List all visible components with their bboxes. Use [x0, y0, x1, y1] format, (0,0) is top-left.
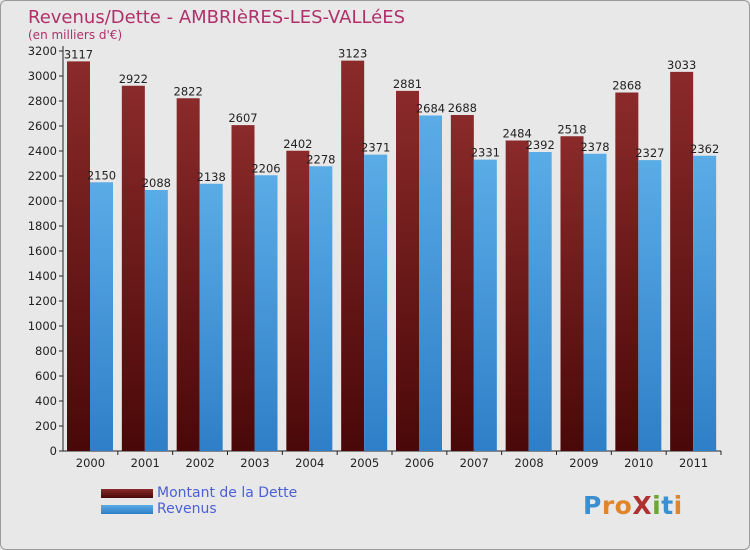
legend-label-revenus: Revenus — [157, 501, 217, 517]
y-tick-label: 3200 — [28, 44, 57, 58]
data-label-revenus: 2088 — [142, 176, 171, 190]
bar-dette — [670, 71, 694, 451]
bar-revenus — [419, 115, 442, 451]
y-tick-label: 2200 — [28, 169, 57, 183]
bar-dette — [67, 61, 90, 451]
y-tick-label: 2800 — [28, 94, 57, 108]
data-label-revenus: 2378 — [580, 140, 609, 154]
y-tick-label: 400 — [35, 394, 57, 408]
bar-revenus — [144, 190, 168, 451]
data-label-revenus: 2138 — [197, 170, 226, 184]
legend-swatch-dette — [101, 489, 153, 498]
y-tick-label: 3000 — [28, 69, 57, 83]
logo-letter: i — [652, 491, 662, 520]
bar-revenus — [528, 152, 552, 451]
bar-dette — [560, 136, 584, 451]
legend-swatch-revenus — [101, 505, 153, 514]
x-tick-label: 2010 — [624, 456, 653, 470]
proxiti-logo: ProXiti — [583, 491, 683, 520]
y-tick-label: 2600 — [28, 119, 57, 133]
data-label-dette: 2881 — [393, 77, 422, 91]
data-label-dette: 2688 — [448, 101, 477, 115]
data-label-revenus: 2371 — [361, 141, 390, 155]
data-label-revenus: 2362 — [690, 142, 719, 156]
data-label-dette: 2518 — [557, 122, 586, 136]
y-tick-label: 1400 — [28, 269, 57, 283]
bar-dette — [341, 60, 365, 451]
x-tick-label: 2003 — [240, 456, 269, 470]
bar-dette — [286, 150, 310, 451]
bar-dette — [231, 125, 255, 451]
data-label-dette: 2484 — [503, 127, 532, 141]
data-label-revenus: 2278 — [306, 152, 335, 166]
data-label-dette: 2822 — [174, 84, 203, 98]
data-label-revenus: 2392 — [526, 138, 555, 152]
x-tick-label: 2002 — [185, 456, 214, 470]
data-label-dette: 3117 — [64, 47, 93, 61]
y-tick-label: 1000 — [28, 319, 57, 333]
logo-letter: X — [632, 491, 653, 520]
y-tick-label: 1800 — [28, 219, 57, 233]
data-label-dette: 2402 — [283, 137, 312, 151]
y-tick-label: 1600 — [28, 244, 57, 258]
bar-revenus — [199, 183, 223, 451]
x-tick-label: 2007 — [460, 456, 489, 470]
data-label-dette: 3123 — [338, 47, 367, 61]
data-label-dette: 3033 — [667, 58, 696, 72]
bar-revenus — [364, 154, 388, 451]
bar-revenus — [309, 166, 333, 451]
y-tick-label: 200 — [35, 419, 57, 433]
bar-dette — [396, 90, 419, 451]
logo-letter: t — [661, 491, 674, 520]
y-tick-label: 2000 — [28, 194, 57, 208]
bar-revenus — [473, 159, 497, 451]
data-label-revenus: 2150 — [87, 168, 116, 182]
bar-dette — [121, 85, 145, 451]
logo-letter: i — [673, 491, 683, 520]
data-label-revenus: 2684 — [416, 102, 445, 116]
legend-label-dette: Montant de la Dette — [157, 485, 298, 501]
data-label-dette: 2868 — [612, 79, 641, 93]
logo-letter: r — [601, 491, 615, 520]
chart-subtitle: (en milliers d'€) — [28, 28, 123, 42]
bar-revenus — [693, 155, 717, 451]
x-tick-label: 2006 — [405, 456, 434, 470]
bar-revenus — [90, 182, 113, 451]
bar-revenus — [254, 175, 278, 451]
y-tick-label: 0 — [50, 444, 57, 458]
bar-dette — [450, 115, 474, 451]
y-tick-label: 1200 — [28, 294, 57, 308]
y-tick-label: 600 — [35, 369, 57, 383]
y-tick-label: 800 — [35, 344, 57, 358]
x-tick-label: 2011 — [679, 456, 708, 470]
chart-title: Revenus/Dette - AMBRIèRES-LES-VALLéES — [28, 7, 406, 28]
data-label-revenus: 2331 — [471, 146, 500, 160]
logo-letter: P — [583, 491, 602, 520]
bar-dette — [615, 92, 639, 451]
data-label-dette: 2922 — [119, 72, 148, 86]
x-tick-label: 2008 — [514, 456, 543, 470]
logo-letter: o — [614, 491, 633, 520]
x-tick-label: 2009 — [569, 456, 598, 470]
x-tick-label: 2004 — [295, 456, 324, 470]
y-tick-label: 2400 — [28, 144, 57, 158]
data-label-dette: 2607 — [228, 111, 257, 125]
bar-revenus — [638, 160, 662, 451]
x-tick-label: 2005 — [350, 456, 379, 470]
x-tick-label: 2001 — [131, 456, 160, 470]
data-label-revenus: 2327 — [635, 146, 664, 160]
bar-dette — [505, 140, 529, 451]
x-tick-label: 2000 — [76, 456, 105, 470]
data-label-revenus: 2206 — [251, 161, 280, 175]
bar-revenus — [583, 153, 607, 451]
bar-dette — [176, 98, 200, 451]
